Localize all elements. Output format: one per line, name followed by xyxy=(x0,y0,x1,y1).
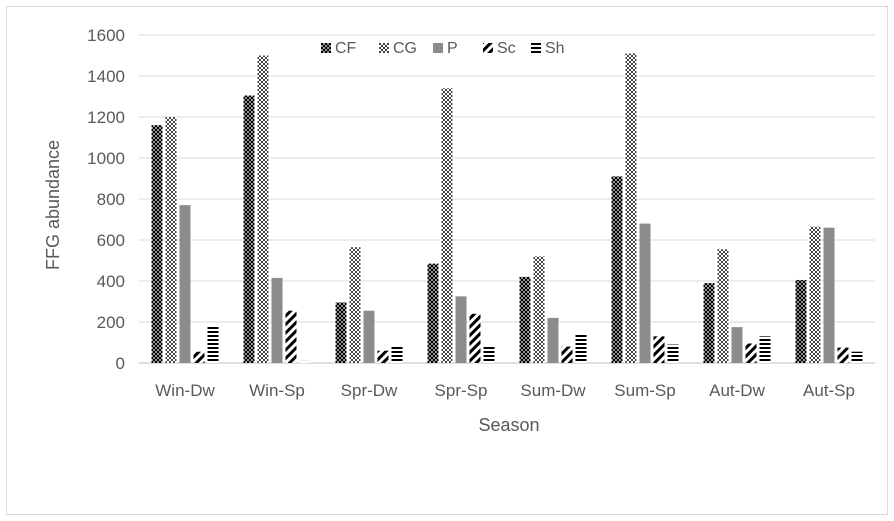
x-tick-label: Sum-Dw xyxy=(520,381,586,400)
y-tick-label: 1400 xyxy=(87,67,125,86)
y-tick-label: 1600 xyxy=(87,26,125,45)
bar-p-sum-dw xyxy=(547,317,559,363)
bar-sh-win-dw xyxy=(207,326,219,363)
legend-label-sh: Sh xyxy=(545,40,565,57)
x-tick-label: Win-Dw xyxy=(155,381,215,400)
x-tick-label: Aut-Dw xyxy=(709,381,765,400)
bar-cf-sum-dw xyxy=(519,276,531,363)
legend: CF CG P Sc Sh xyxy=(321,40,565,57)
bar-p-aut-dw xyxy=(731,327,743,363)
x-tick-label: Spr-Dw xyxy=(341,381,398,400)
x-axis-title: Season xyxy=(478,415,539,435)
bar-sh-spr-dw xyxy=(391,346,403,363)
bar-cf-aut-dw xyxy=(703,283,715,363)
y-tick-label: 400 xyxy=(97,272,125,291)
y-tick-label: 1200 xyxy=(87,108,125,127)
bar-sh-aut-sp xyxy=(851,351,863,363)
bar-p-aut-sp xyxy=(823,227,835,363)
legend-swatch-cg xyxy=(379,43,389,53)
y-tick-label: 200 xyxy=(97,313,125,332)
bar-sc-win-sp xyxy=(285,310,297,363)
bar-sc-aut-dw xyxy=(745,343,757,363)
y-tick-label: 0 xyxy=(116,354,125,373)
bars xyxy=(151,53,863,364)
bar-cg-sum-sp xyxy=(625,53,637,363)
bar-sc-spr-sp xyxy=(469,313,481,363)
x-tick-label: Spr-Sp xyxy=(435,381,488,400)
bar-p-sum-sp xyxy=(639,223,651,363)
x-axis-ticks: Win-Dw Win-Sp Spr-Dw Spr-Sp Sum-Dw Sum-Sp Aut-… xyxy=(155,381,855,400)
bar-sh-aut-dw xyxy=(759,336,771,363)
chart-frame: 0 200 400 600 800 1000 1200 1400 1600 Win-Dw Win-… xyxy=(6,6,888,515)
bar-sc-win-dw xyxy=(193,351,205,363)
bar-cf-aut-sp xyxy=(795,279,807,363)
bar-p-spr-sp xyxy=(455,296,467,363)
bar-sc-sum-sp xyxy=(653,336,665,363)
bar-cg-win-dw xyxy=(165,117,177,363)
y-tick-label: 600 xyxy=(97,231,125,250)
legend-label-sc: Sc xyxy=(497,40,516,57)
bar-cf-sum-sp xyxy=(611,176,623,363)
y-tick-label: 1000 xyxy=(87,149,125,168)
bar-cf-spr-dw xyxy=(335,302,347,363)
legend-swatch-sh xyxy=(531,43,541,53)
bar-sh-sum-sp xyxy=(667,344,679,363)
bar-p-win-sp xyxy=(271,277,283,363)
bar-p-win-dw xyxy=(179,205,191,363)
y-axis-ticks: 0 200 400 600 800 1000 1200 1400 1600 xyxy=(87,26,125,373)
bar-cg-spr-dw xyxy=(349,247,361,363)
legend-swatch-sc xyxy=(483,43,493,53)
x-tick-label: Aut-Sp xyxy=(803,381,855,400)
bar-cg-aut-sp xyxy=(809,226,821,363)
x-tick-label: Win-Sp xyxy=(249,381,305,400)
legend-label-cf: CF xyxy=(335,40,357,57)
bar-sc-sum-dw xyxy=(561,346,573,363)
bar-cf-win-dw xyxy=(151,125,163,363)
bar-p-spr-dw xyxy=(363,310,375,363)
bar-cf-win-sp xyxy=(243,95,255,363)
bar-cg-win-sp xyxy=(257,55,269,363)
bar-sh-sum-dw xyxy=(575,334,587,363)
legend-label-p: P xyxy=(447,40,458,57)
y-tick-label: 800 xyxy=(97,190,125,209)
y-axis-title: FFG abundance xyxy=(43,140,63,270)
bar-cg-spr-sp xyxy=(441,88,453,364)
legend-swatch-p xyxy=(433,43,443,53)
bar-sh-spr-sp xyxy=(483,346,495,363)
legend-label-cg: CG xyxy=(393,40,417,57)
bar-sh-win-sp xyxy=(299,360,311,363)
bar-cg-aut-dw xyxy=(717,249,729,363)
bar-cg-sum-dw xyxy=(533,256,545,363)
bar-cf-spr-sp xyxy=(427,263,439,363)
bar-sc-aut-sp xyxy=(837,347,849,363)
x-tick-label: Sum-Sp xyxy=(614,381,675,400)
bar-sc-spr-dw xyxy=(377,350,389,363)
legend-swatch-cf xyxy=(321,43,331,53)
